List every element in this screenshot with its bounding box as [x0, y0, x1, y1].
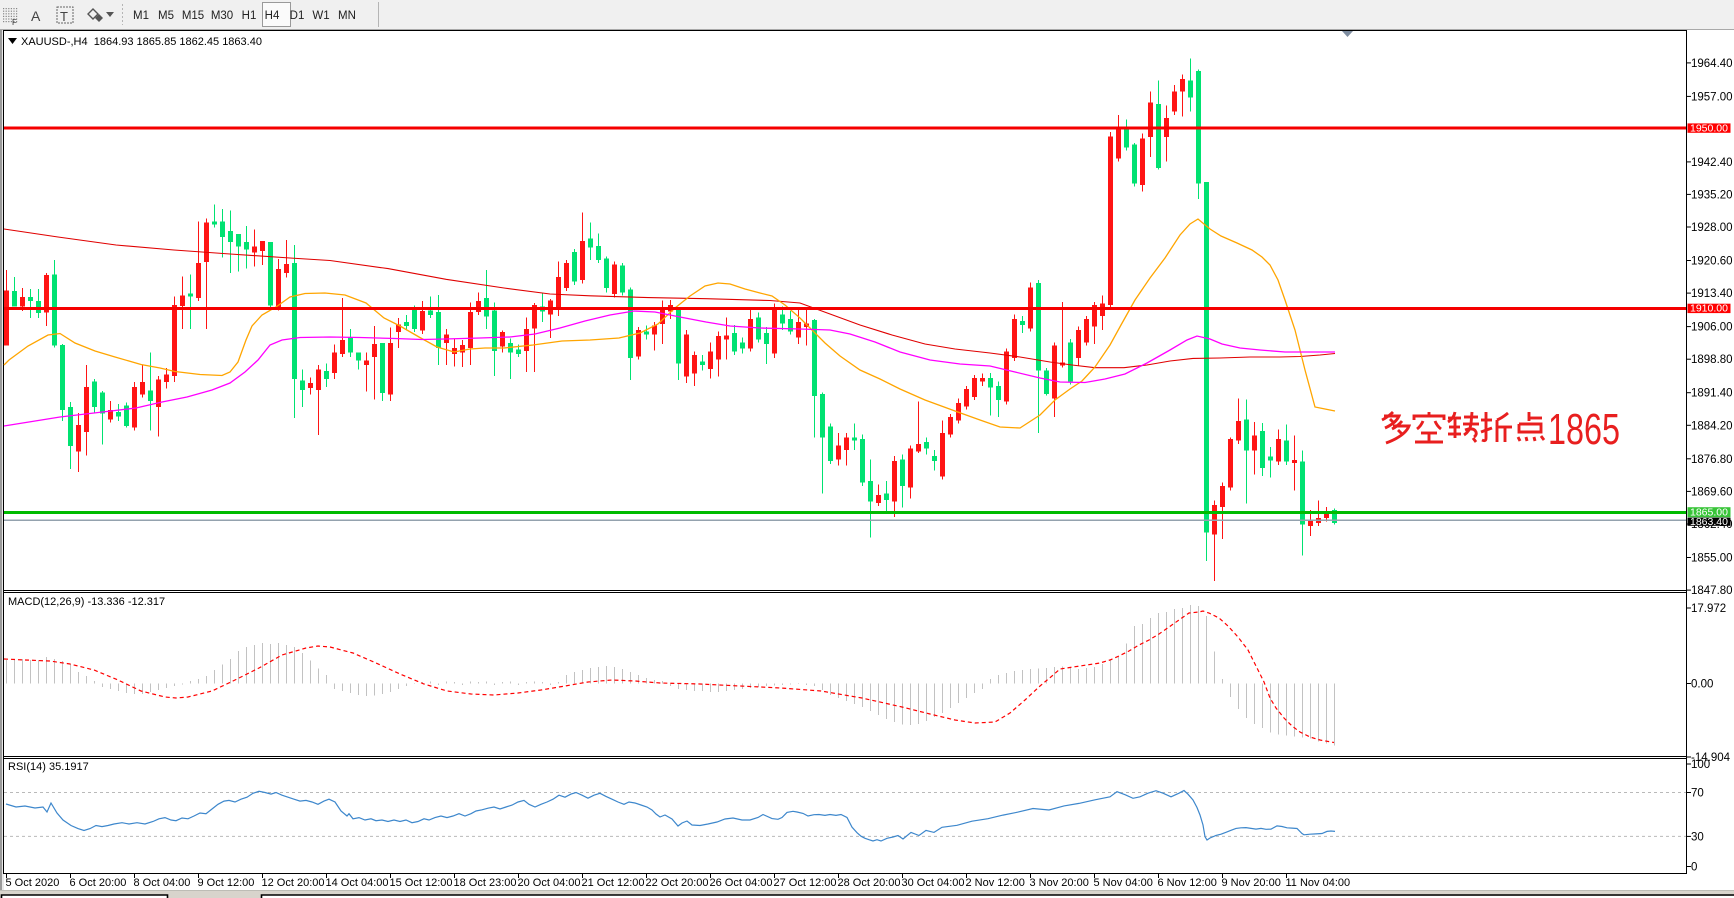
- svg-text:1869.60: 1869.60: [1691, 486, 1733, 498]
- svg-text:18 Oct 23:00: 18 Oct 23:00: [454, 877, 517, 889]
- svg-text:1891.40: 1891.40: [1691, 388, 1733, 400]
- svg-text:MN: MN: [338, 10, 356, 22]
- svg-text:MACD(12,26,9) -13.336 -12.317: MACD(12,26,9) -13.336 -12.317: [8, 596, 165, 608]
- svg-text:A: A: [31, 8, 41, 24]
- svg-text:27 Oct 12:00: 27 Oct 12:00: [774, 877, 837, 889]
- svg-text:1935.20: 1935.20: [1691, 189, 1733, 201]
- svg-text:14 Oct 04:00: 14 Oct 04:00: [326, 877, 389, 889]
- svg-text:26 Oct 04:00: 26 Oct 04:00: [710, 877, 773, 889]
- svg-text:9 Nov 20:00: 9 Nov 20:00: [1222, 877, 1281, 889]
- svg-text:2 Nov 12:00: 2 Nov 12:00: [966, 877, 1025, 889]
- svg-text:100: 100: [1691, 759, 1710, 771]
- svg-text:1964.40: 1964.40: [1691, 58, 1733, 70]
- svg-text:1884.20: 1884.20: [1691, 420, 1733, 432]
- svg-text:1855.00: 1855.00: [1691, 553, 1733, 565]
- svg-text:1950.00: 1950.00: [1690, 122, 1728, 134]
- svg-text:9 Oct 12:00: 9 Oct 12:00: [198, 877, 255, 889]
- svg-text:XAUUSD-,H4 1864.93 1865.85 18: XAUUSD-,H4 1864.93 1865.85 1862.45 1863.…: [21, 36, 262, 48]
- svg-text:8 Oct 04:00: 8 Oct 04:00: [134, 877, 191, 889]
- svg-text:H4: H4: [265, 10, 280, 22]
- svg-text:1913.40: 1913.40: [1691, 288, 1733, 300]
- svg-text:5 Nov 04:00: 5 Nov 04:00: [1094, 877, 1153, 889]
- svg-text:6 Nov 12:00: 6 Nov 12:00: [1158, 877, 1217, 889]
- svg-text:1957.00: 1957.00: [1691, 91, 1733, 103]
- svg-text:1898.80: 1898.80: [1691, 354, 1733, 366]
- svg-text:6 Oct 20:00: 6 Oct 20:00: [70, 877, 127, 889]
- svg-text:1847.80: 1847.80: [1691, 585, 1733, 597]
- svg-text:RSI(14) 35.1917: RSI(14) 35.1917: [8, 761, 89, 773]
- svg-text:20 Oct 04:00: 20 Oct 04:00: [518, 877, 581, 889]
- svg-text:-14.904: -14.904: [1691, 752, 1731, 764]
- svg-text:0.00: 0.00: [1691, 679, 1713, 691]
- svg-text:1876.80: 1876.80: [1691, 454, 1733, 466]
- svg-text:11 Nov 04:00: 11 Nov 04:00: [1286, 877, 1351, 889]
- svg-text:D1: D1: [290, 10, 305, 22]
- svg-text:3 Nov 20:00: 3 Nov 20:00: [1030, 877, 1089, 889]
- svg-text:1920.60: 1920.60: [1691, 256, 1733, 268]
- svg-text:1906.00: 1906.00: [1691, 322, 1733, 334]
- svg-text:1928.00: 1928.00: [1691, 222, 1733, 234]
- svg-text:M1: M1: [133, 10, 149, 22]
- svg-text:22 Oct 20:00: 22 Oct 20:00: [646, 877, 709, 889]
- svg-text:1910.00: 1910.00: [1690, 303, 1728, 315]
- svg-text:W1: W1: [312, 10, 329, 22]
- svg-text:1865.00: 1865.00: [1690, 507, 1728, 519]
- svg-text:21 Oct 12:00: 21 Oct 12:00: [582, 877, 645, 889]
- svg-text:0: 0: [1691, 862, 1697, 874]
- svg-text:70: 70: [1691, 788, 1704, 800]
- svg-text:17.972: 17.972: [1691, 603, 1726, 615]
- svg-text:1863.40: 1863.40: [1690, 516, 1728, 528]
- svg-text:30 Oct 04:00: 30 Oct 04:00: [902, 877, 965, 889]
- svg-text:1865: 1865: [1548, 405, 1620, 454]
- svg-text:M5: M5: [158, 10, 174, 22]
- svg-text:1942.40: 1942.40: [1691, 157, 1733, 169]
- svg-text:T: T: [60, 9, 68, 24]
- svg-text:H1: H1: [242, 10, 257, 22]
- svg-text:F: F: [12, 18, 17, 27]
- svg-text:15 Oct 12:00: 15 Oct 12:00: [390, 877, 453, 889]
- svg-text:12 Oct 20:00: 12 Oct 20:00: [262, 877, 325, 889]
- svg-text:M15: M15: [182, 10, 204, 22]
- svg-text:M30: M30: [211, 10, 233, 22]
- svg-text:30: 30: [1691, 831, 1704, 843]
- svg-text:5 Oct 2020: 5 Oct 2020: [6, 877, 60, 889]
- svg-text:28 Oct 20:00: 28 Oct 20:00: [838, 877, 901, 889]
